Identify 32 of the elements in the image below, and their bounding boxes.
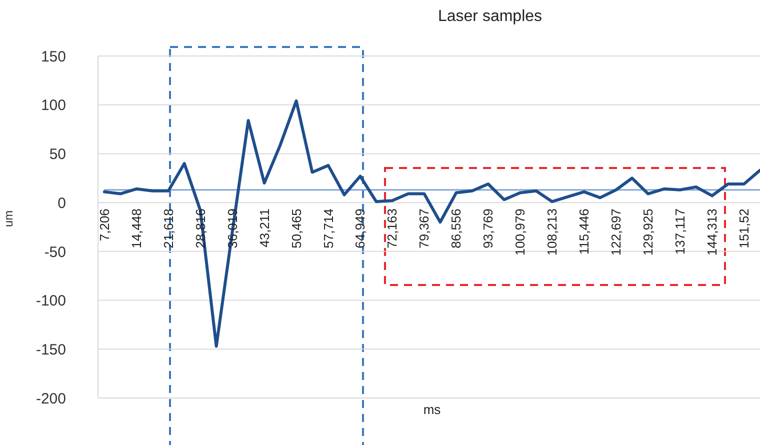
- x-tick-label: 144,313: [704, 208, 720, 256]
- x-tick-label: 108,213: [544, 208, 560, 256]
- y-tick-label: -200: [36, 390, 66, 408]
- y-tick-label: 50: [49, 146, 66, 164]
- x-tick-label: 21,618: [160, 208, 176, 248]
- x-tick-label: 100,979: [512, 208, 528, 256]
- y-tick-label: 0: [58, 194, 66, 212]
- x-tick-label: 50,465: [288, 208, 304, 248]
- x-tick-label: 86,556: [448, 208, 464, 248]
- x-tick-label: 79,367: [416, 208, 432, 248]
- x-tick-label: 43,211: [256, 208, 272, 248]
- y-tick-label: -150: [36, 341, 66, 358]
- x-tick-label: 129,925: [640, 208, 656, 256]
- y-tick-label: 100: [40, 97, 66, 114]
- x-tick-label: 122,697: [608, 208, 624, 256]
- x-tick-label: 115,446: [576, 208, 592, 255]
- y-tick-label: 150: [40, 48, 66, 66]
- y-axis-title: um: [1, 210, 16, 227]
- x-tick-label: 64,949: [352, 208, 368, 248]
- x-tick-label: 93,769: [480, 208, 496, 248]
- x-tick-label: 7,206: [96, 208, 112, 242]
- x-tick-label: 14,448: [128, 208, 144, 248]
- y-tick-label: -100: [36, 292, 66, 310]
- x-axis-title: ms: [422, 402, 442, 417]
- x-tick-label: 36,019: [224, 208, 240, 248]
- x-tick-label: 151,52: [736, 208, 752, 248]
- x-tick-label: 57,714: [320, 208, 336, 248]
- x-tick-label: 137,117: [672, 208, 688, 255]
- x-tick-label: 72,163: [384, 208, 400, 248]
- y-tick-label: -50: [44, 244, 66, 261]
- chart-title: Laser samples: [436, 8, 544, 26]
- x-tick-label: 28,816: [192, 208, 208, 248]
